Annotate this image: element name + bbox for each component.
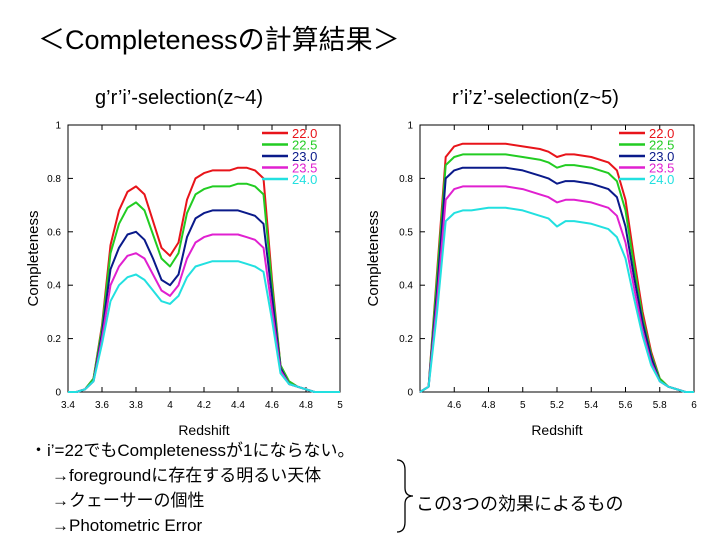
left-xtick-label: 5 [337, 400, 343, 411]
right-xtick-label: 4.6 [447, 400, 461, 411]
right-series-line-24-0 [419, 206, 694, 393]
chart-right: 0 0.2 0.4 0.5 0.8 1 4.6 4.8 5 5.2 5.4 5.6 5.8 6 Redshi… [365, 121, 697, 439]
left-xtick-label: 4.6 [265, 400, 279, 411]
right-xtick-label: 5.4 [584, 400, 598, 411]
left-xtick-label: 3.6 [95, 400, 109, 411]
bullet-note: ・i’=22でもCompletenessが1にならない。 [30, 441, 355, 460]
left-ytick-label: 0.4 [47, 281, 61, 292]
left-ytick-label: 1 [55, 121, 61, 132]
left-xtick-label: 4.4 [231, 400, 245, 411]
chart-left: 0 0.2 0.4 0.6 0.8 1 3.4 3.6 3.8 4 4.2 4.4 4.6 4.8 5 Red… [25, 121, 343, 439]
note-foreground: →foregroundに存在する明るい天体 [52, 466, 322, 485]
left-ytick-label: 0.2 [47, 334, 61, 345]
left-ytick-label: 0 [55, 388, 61, 399]
right-chart-title: r’i’z’-selection(z~5) [452, 87, 619, 109]
slide-title: ＜Completenessの計算結果＞ [38, 25, 400, 55]
right-ytick-label: 0.4 [399, 281, 413, 292]
right-legend-label: 23.0 [649, 149, 674, 164]
right-xtick-label: 5.8 [653, 400, 667, 411]
right-ytick-label: 0.5 [399, 227, 413, 238]
right-legend-label: 22.0 [649, 126, 674, 141]
left-legend-label: 23.5 [292, 161, 317, 176]
right-y-axis-label: Completeness [365, 211, 382, 307]
left-legend-label: 22.0 [292, 126, 317, 141]
left-xtick-label: 3.8 [129, 400, 143, 411]
left-ytick-label: 0.6 [47, 227, 61, 238]
left-legend-label: 24.0 [292, 172, 317, 187]
left-y-axis-label: Completeness [25, 211, 42, 307]
right-legend-label: 24.0 [649, 172, 674, 187]
right-legend-label: 22.5 [649, 138, 674, 153]
left-legend-label: 23.0 [292, 149, 317, 164]
left-x-axis-label: Redshift [178, 422, 229, 438]
right-xtick-label: 5.2 [550, 400, 564, 411]
right-ytick-label: 0 [407, 388, 413, 399]
right-xtick-label: 4.8 [482, 400, 496, 411]
left-ytick-label: 0.8 [47, 174, 61, 185]
left-xtick-label: 3.4 [61, 400, 75, 411]
right-ytick-label: 1 [407, 121, 413, 132]
right-xtick-label: 5.6 [619, 400, 633, 411]
right-ytick-label: 0.8 [399, 174, 413, 185]
conclusion-text: この3つの効果によるもの [416, 494, 624, 514]
left-xtick-label: 4.2 [197, 400, 211, 411]
note-photometric-error: →Photometric Error [52, 516, 203, 535]
right-xtick-label: 5 [520, 400, 526, 411]
right-x-axis-label: Redshift [531, 422, 582, 438]
right-xtick-label: 6 [691, 400, 697, 411]
left-series-line-24-0 [68, 260, 340, 393]
left-chart-title: g’r’i’-selection(z~4) [95, 87, 264, 109]
note-quasar: →クェーサーの個性 [52, 491, 205, 510]
left-legend-label: 22.5 [292, 138, 317, 153]
right-legend-label: 23.5 [649, 161, 674, 176]
left-xtick-label: 4.8 [299, 400, 313, 411]
right-ytick-label: 0.2 [399, 334, 413, 345]
left-xtick-label: 4 [167, 400, 173, 411]
brace-icon [396, 459, 414, 533]
